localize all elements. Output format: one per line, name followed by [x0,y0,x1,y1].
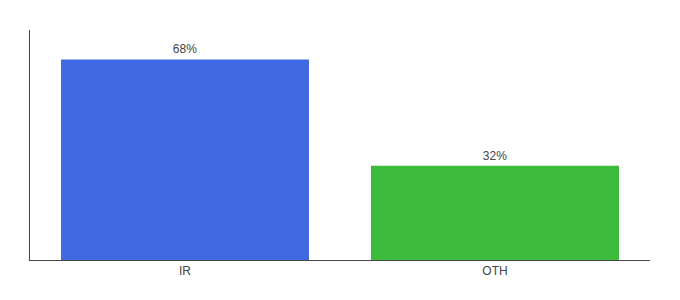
svg-text:OTH: OTH [482,264,507,278]
svg-text:IR: IR [179,264,191,278]
svg-text:32%: 32% [483,149,507,163]
svg-text:68%: 68% [173,42,197,56]
